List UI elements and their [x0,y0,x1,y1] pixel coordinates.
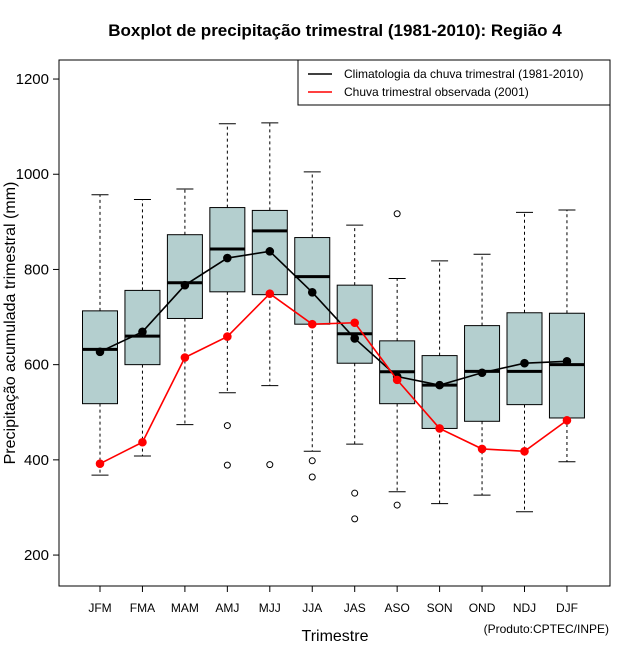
outlier-point [351,489,359,497]
outlier-point [266,461,274,469]
x-tick-label: MJJ [259,601,281,615]
series-point [138,437,147,447]
series-point [477,444,487,454]
box-iqr [506,312,543,406]
outlier-point [223,461,231,469]
outlier-point [308,473,316,481]
outlier-point [393,501,401,509]
x-tick-label: OND [469,601,496,615]
series-point [435,380,444,390]
x-tick-label: AMJ [215,601,239,615]
y-tick-label: 1000 [16,166,49,183]
x-tick-label: ASO [384,601,409,615]
series-point [562,357,572,366]
box-amj [209,123,246,469]
x-tick-label: NDJ [513,601,536,615]
series-point [265,247,275,256]
x-tick-label: JFM [88,601,111,615]
x-tick-label: MAM [171,601,199,615]
series-point [180,280,190,290]
legend-entry: Climatologia da chuva trimestral (1981-2… [344,67,583,81]
series-point [95,347,105,357]
x-axis-label: Trimestre [302,628,369,645]
box-mam [166,188,203,426]
chart-title: Boxplot de precipitação trimestral (1981… [108,21,562,40]
x-tick-label: FMA [130,601,155,615]
series-point [520,446,529,456]
x-tick-label: JAS [344,601,366,615]
series-point [350,334,360,343]
outlier-point [351,515,359,523]
legend-entry: Chuva trimestral observada (2001) [344,85,529,99]
outlier-point [308,457,316,465]
series-point [307,319,317,329]
series-point [477,368,487,378]
series-point [435,424,444,433]
series-point [350,318,360,328]
y-tick-label: 200 [24,547,49,564]
series-point [265,289,275,299]
series-point [562,416,572,425]
series-point [392,375,402,385]
series-observed [95,289,572,468]
box-jfm [82,194,118,476]
legend-box [297,59,611,106]
series-point [138,327,147,337]
y-tick-label: 600 [24,357,49,374]
box-iqr [421,355,458,429]
outlier-point [223,422,231,430]
series-line [99,250,567,386]
y-tick-label: 1200 [16,71,49,88]
box-iqr [82,310,118,405]
x-tick-label: JJA [302,601,322,615]
x-tick-label: DJF [556,601,578,615]
series-point [520,358,529,368]
series-climatology [95,247,572,390]
series-point [223,253,232,263]
box-ndj [506,211,543,513]
y-axis-label: Precipitação acumulada trimestral (mm) [2,182,19,465]
outlier-point [393,210,401,218]
series-line [99,292,568,465]
y-tick-label: 400 [24,452,49,469]
box-iqr [166,234,203,319]
x-tick-label: SON [427,601,453,615]
credit-text: (Produto:CPTEC/INPE) [484,622,609,636]
series-point [95,459,105,468]
series-point [223,332,232,341]
series-point [180,353,190,362]
y-tick-label: 800 [24,261,49,278]
series-point [307,287,317,297]
